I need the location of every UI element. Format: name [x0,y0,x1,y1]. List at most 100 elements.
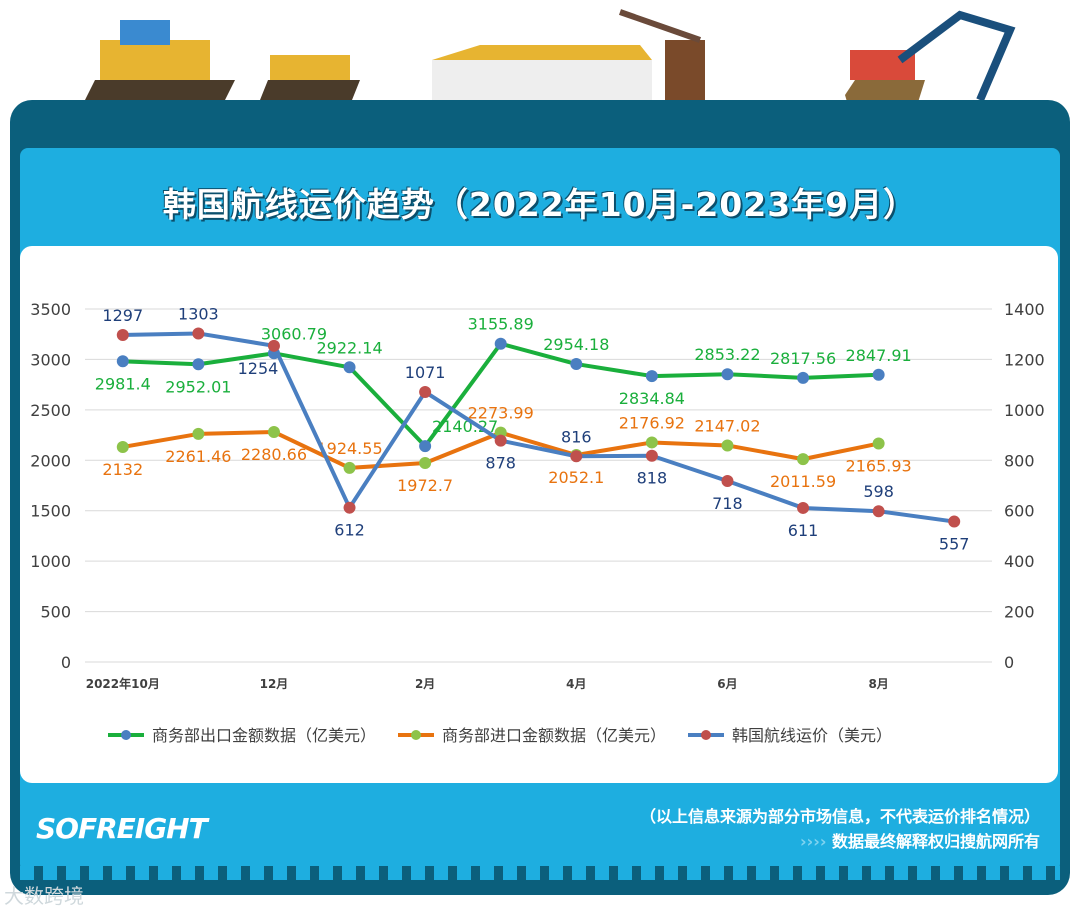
data-label: 1303 [178,304,219,323]
data-point [343,501,356,514]
data-label: 1071 [405,363,446,382]
data-point [494,337,507,350]
y-right-tick-label: 600 [1004,502,1035,521]
data-point [872,368,885,381]
data-label: 611 [788,521,819,540]
data-label: 1297 [102,306,143,325]
y-left-tick-label: 500 [40,603,71,622]
data-point [872,437,885,450]
x-tick-label: 4月 [566,677,586,691]
data-label: 2261.46 [165,447,231,466]
y-left-tick-label: 0 [61,653,71,672]
data-point [797,501,810,514]
data-point [570,358,583,371]
rights-note: ›››› 数据最终解释权归搜航网所有 [800,828,1040,852]
y-left-tick-label: 2500 [30,401,71,420]
source-note: （以上信息来源为部分市场信息，不代表运价排名情况） [639,807,1040,826]
sofreight-logo: SOFREIGHT [36,812,208,845]
data-point [192,327,205,340]
data-point [721,474,734,487]
data-label: 818 [637,469,668,488]
y-left-tick-label: 3500 [30,300,71,319]
data-point [721,368,734,381]
data-label: 1924.55 [316,439,382,458]
data-label: 598 [863,482,894,501]
watermark: 大数跨境 [4,884,84,908]
data-point [645,370,658,383]
data-label: 816 [561,427,592,446]
data-point [343,461,356,474]
x-tick-label: 12月 [260,677,289,691]
legend-marker [121,730,131,740]
data-point [570,450,583,463]
data-point [116,328,129,341]
data-point [645,436,658,449]
data-label: 878 [485,454,516,473]
data-label: 2140.27 [432,417,498,436]
data-label: 557 [939,535,970,554]
data-point [267,339,280,352]
arrows-icon: ›››› [800,832,827,851]
y-right-tick-label: 1400 [1004,300,1045,319]
y-right-tick-label: 400 [1004,552,1035,571]
data-label: 2817.56 [770,349,836,368]
legend-label: 韩国航线运价（美元） [732,726,892,745]
y-left-tick-label: 1500 [30,502,71,521]
data-label: 2954.18 [543,335,609,354]
legend-label: 商务部进口金额数据（亿美元） [442,726,666,745]
legend-label: 商务部出口金额数据（亿美元） [152,726,376,745]
data-label: 2952.01 [165,377,231,396]
data-label: 2273.99 [468,404,534,423]
data-label: 2176.92 [619,413,685,432]
data-point [797,453,810,466]
data-point [645,449,658,462]
chart-title: 韩国航线运价趋势（2022年10月-2023年9月） [162,185,918,224]
x-tick-label: 2022年10月 [86,676,160,691]
x-tick-label: 8月 [868,677,888,691]
data-label: 2853.22 [694,345,760,364]
data-point [419,440,432,453]
data-point [419,385,432,398]
data-point [267,425,280,438]
data-label: 718 [712,494,743,513]
data-label: 2147.02 [694,416,760,435]
data-point [419,457,432,470]
data-point [721,439,734,452]
data-label: 2165.93 [846,457,912,476]
data-label: 2847.91 [846,346,912,365]
x-tick-label: 6月 [717,677,737,691]
data-label: 2052.1 [548,468,604,487]
data-label: 612 [334,521,365,540]
legend-marker [701,730,711,740]
scallop-border [20,866,1060,880]
y-right-tick-label: 0 [1004,653,1014,672]
y-right-tick-label: 800 [1004,451,1035,470]
data-label: 2922.14 [316,338,382,357]
series-line [122,331,955,524]
data-label: 1972.7 [397,476,453,495]
y-left-tick-label: 3000 [30,350,71,369]
x-tick-label: 2月 [415,677,435,691]
data-point [192,358,205,371]
chart-panel: 0 0 500 200 1000 400 1500 600 2000 800 2500 1000 300… [20,246,1058,783]
data-label: 2981.4 [95,374,151,393]
legend-marker [411,730,421,740]
data-point [494,434,507,447]
data-label: 2132 [102,460,143,479]
data-label: 1254 [238,359,279,378]
data-point [116,355,129,368]
y-right-tick-label: 1000 [1004,401,1045,420]
data-point [872,505,885,518]
data-point [948,515,961,528]
data-label: 2011.59 [770,472,836,491]
data-label: 3060.79 [261,324,327,343]
data-point [343,361,356,374]
y-right-tick-label: 200 [1004,603,1035,622]
data-point [797,371,810,384]
y-right-tick-label: 1200 [1004,350,1045,369]
line-chart: 0 0 500 200 1000 400 1500 600 2000 800 2500 1000 300… [30,300,1045,745]
data-label: 2280.66 [241,445,307,464]
y-left-tick-label: 2000 [30,451,71,470]
data-label: 2834.84 [619,389,685,408]
data-point [192,427,205,440]
